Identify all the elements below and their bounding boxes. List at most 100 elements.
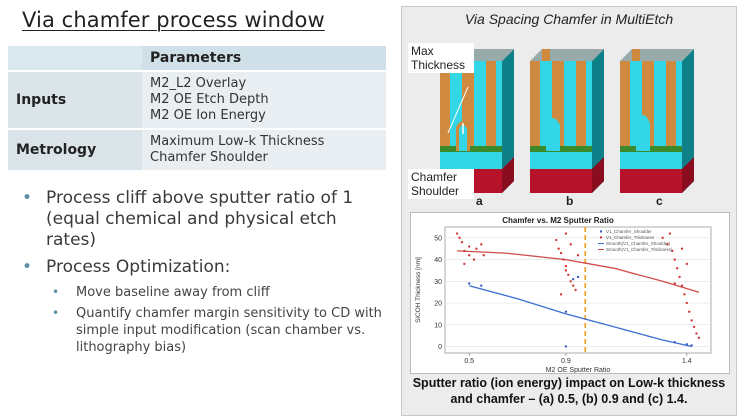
legend-marker bbox=[599, 236, 603, 239]
data-point bbox=[472, 258, 476, 261]
legend-label: V1_Chamfer_Thickness bbox=[606, 235, 655, 240]
parameters-table: Parameters Inputs M2_L2 Overlay M2 OE Et… bbox=[8, 44, 386, 172]
y-tick-label: 40 bbox=[434, 257, 442, 264]
bullet-text: Move baseline away from cliff bbox=[76, 285, 270, 300]
sub-bullet-item: • Quantify chamfer margin sensitivity to… bbox=[22, 305, 382, 356]
bullet-item: • Process Optimization: bbox=[22, 257, 382, 278]
data-point bbox=[690, 344, 693, 347]
data-point bbox=[475, 247, 478, 250]
bullet-item: • Process cliff above sputter ratio of 1… bbox=[22, 188, 382, 251]
data-point bbox=[671, 249, 674, 253]
data-point bbox=[559, 293, 563, 296]
data-point bbox=[695, 332, 698, 335]
bullet-dot-icon: • bbox=[22, 188, 33, 208]
data-point bbox=[480, 284, 483, 287]
metrology-param: Chamfer Shoulder bbox=[150, 150, 268, 165]
data-point bbox=[569, 243, 572, 246]
data-point bbox=[576, 275, 580, 279]
data-point bbox=[564, 264, 568, 268]
data-point bbox=[690, 319, 693, 322]
data-point bbox=[673, 340, 676, 344]
data-point bbox=[458, 236, 461, 240]
data-point bbox=[467, 245, 471, 248]
data-point bbox=[666, 243, 669, 246]
structure-b bbox=[530, 49, 604, 193]
data-point bbox=[482, 254, 485, 257]
data-point bbox=[675, 267, 679, 270]
data-point bbox=[460, 241, 464, 244]
row-label-metrology: Metrology bbox=[8, 130, 142, 170]
y-tick-label: 20 bbox=[434, 301, 442, 308]
data-point bbox=[571, 277, 575, 281]
bullet-text: Process Optimization: bbox=[46, 257, 231, 277]
bullet-dot-icon: • bbox=[22, 257, 33, 277]
data-point bbox=[571, 284, 575, 287]
data-point bbox=[564, 232, 568, 235]
data-point bbox=[480, 243, 483, 246]
data-point bbox=[467, 282, 471, 285]
sub-label-c: c bbox=[656, 194, 663, 208]
table-header-parameters: Parameters bbox=[142, 46, 386, 70]
smooth-curve bbox=[469, 285, 692, 348]
data-point bbox=[678, 275, 681, 279]
data-point bbox=[673, 282, 676, 285]
pointer-line bbox=[447, 86, 469, 134]
bullet-dot-icon: • bbox=[52, 285, 60, 299]
metrology-param: Maximum Low-k Thickness bbox=[150, 134, 325, 149]
data-point bbox=[564, 345, 568, 348]
legend-label: Smooth(V1_Chamfer_Thickness) bbox=[606, 247, 673, 252]
via-structures-image: a b c bbox=[440, 49, 694, 208]
y-tick-label: 30 bbox=[434, 279, 442, 286]
chamfer-chart: Chamfer vs. M2 Sputter Ratio 0 10 20 30 40 50 0… bbox=[415, 216, 712, 374]
x-tick-label: 0.5 bbox=[464, 358, 474, 365]
data-point bbox=[576, 254, 580, 257]
legend-label: Smooth(V1_Chamfer_Shoulder) bbox=[606, 241, 671, 246]
data-point bbox=[680, 284, 684, 287]
bullet-text: Process cliff above sputter ratio of 1 (… bbox=[46, 188, 354, 250]
legend-label: V1_Chamfer_Shoulder bbox=[606, 229, 652, 234]
data-point bbox=[564, 269, 568, 272]
data-point bbox=[455, 232, 459, 235]
data-point bbox=[463, 262, 466, 266]
data-point bbox=[463, 249, 466, 253]
page-title: Via chamfer process window bbox=[22, 8, 325, 32]
data-point bbox=[685, 262, 689, 266]
data-point bbox=[685, 343, 689, 346]
input-param: M2 OE Ion Energy bbox=[150, 108, 266, 123]
table-row-inputs: Inputs M2_L2 Overlay M2 OE Etch Depth M2… bbox=[8, 72, 386, 128]
table-header-row: Parameters bbox=[8, 46, 386, 70]
data-point bbox=[680, 247, 684, 250]
x-axis-label: M2 OE Sputter Ratio bbox=[546, 367, 611, 373]
table-corner-cell bbox=[8, 46, 142, 70]
data-point bbox=[567, 273, 570, 276]
plot-area bbox=[444, 226, 712, 354]
data-point bbox=[569, 280, 572, 283]
row-label-inputs: Inputs bbox=[8, 72, 142, 128]
x-tick-label: 1.4 bbox=[682, 358, 692, 365]
chart-title: Chamfer vs. M2 Sputter Ratio bbox=[502, 216, 614, 225]
y-tick-label: 0 bbox=[438, 344, 442, 351]
data-point bbox=[557, 247, 560, 250]
x-tick-label: 0.9 bbox=[561, 358, 571, 365]
data-point bbox=[467, 254, 471, 257]
data-point bbox=[697, 336, 701, 339]
panel-title: Via Spacing Chamfer in MultiEtch bbox=[464, 11, 674, 27]
data-point bbox=[683, 293, 686, 296]
data-point bbox=[692, 325, 696, 329]
sub-label-a: a bbox=[476, 194, 483, 208]
data-point bbox=[668, 232, 672, 235]
chart-box: Chamfer vs. M2 Sputter Ratio 0 10 20 30 40 50 0… bbox=[410, 212, 730, 374]
row-values-inputs: M2_L2 Overlay M2 OE Etch Depth M2 OE Ion… bbox=[142, 72, 386, 128]
bullet-list: • Process cliff above sputter ratio of 1… bbox=[22, 188, 382, 360]
y-tick-label: 50 bbox=[434, 235, 442, 242]
row-values-metrology: Maximum Low-k Thickness Chamfer Shoulder bbox=[142, 130, 386, 170]
legend-marker bbox=[599, 230, 603, 233]
input-param: M2 OE Etch Depth bbox=[150, 92, 269, 107]
figure-caption: Sputter ratio (ion energy) impact on Low… bbox=[412, 376, 726, 406]
data-point bbox=[673, 258, 676, 261]
data-point bbox=[661, 236, 664, 240]
sub-label-b: b bbox=[566, 194, 573, 208]
label-chamfer-shoulder: Chamfer Shoulder bbox=[408, 169, 474, 199]
table-row-metrology: Metrology Maximum Low-k Thickness Chamfe… bbox=[8, 130, 386, 170]
data-point bbox=[555, 238, 558, 242]
